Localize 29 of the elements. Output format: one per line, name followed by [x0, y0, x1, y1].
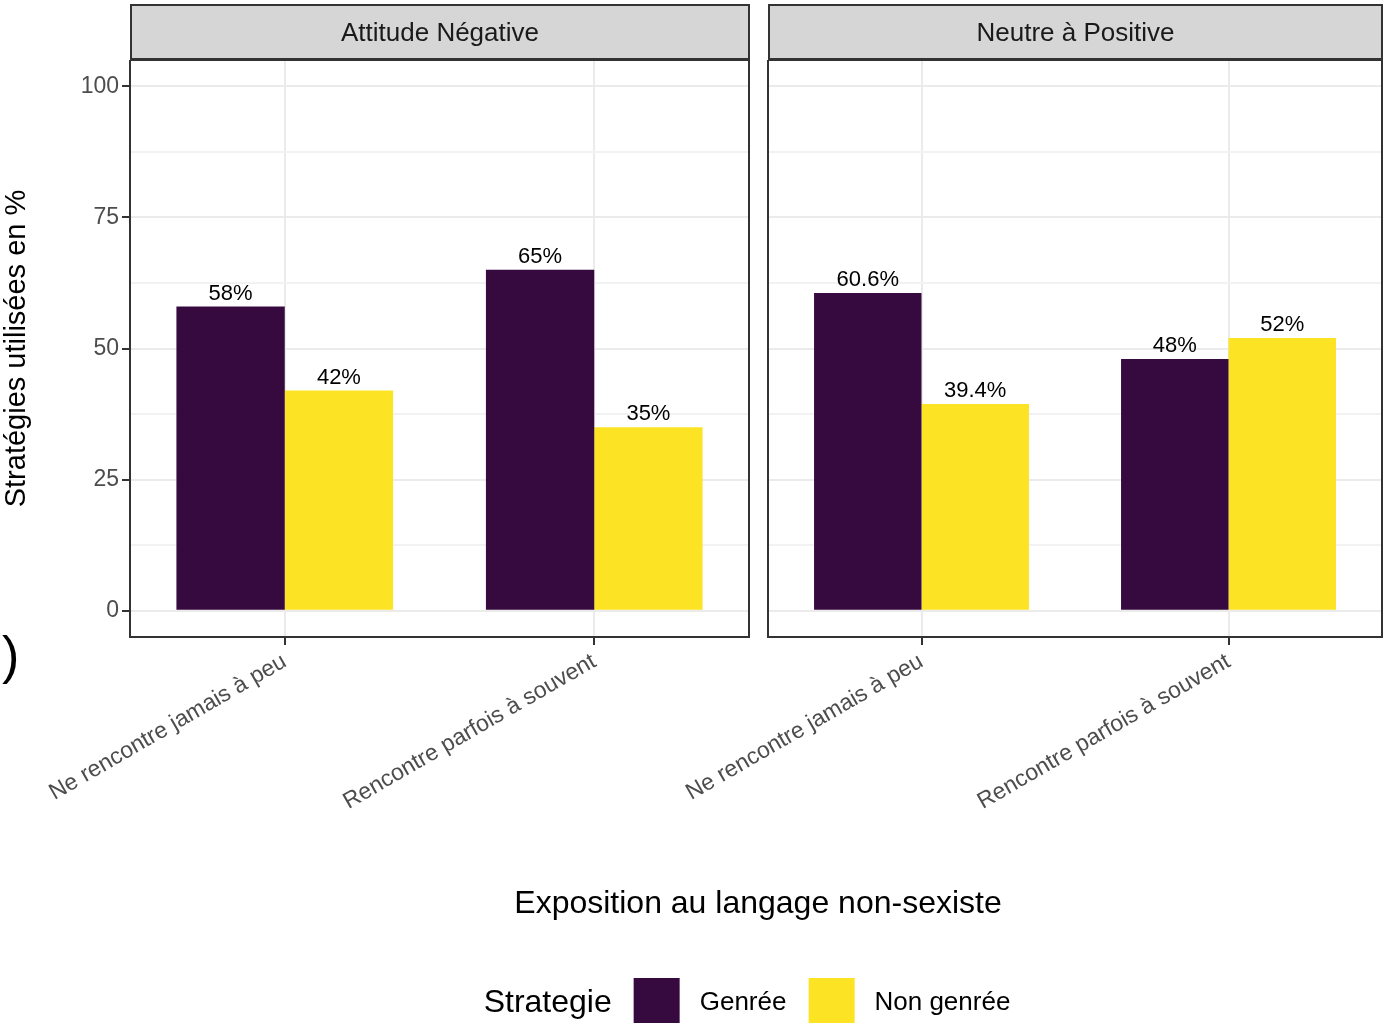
bar	[921, 404, 1029, 610]
y-axis-title: Stratégies utilisées en %	[0, 189, 32, 508]
x-axis-title: Exposition au langage non-sexiste	[514, 884, 1002, 921]
data-label: 39.4%	[944, 377, 1007, 403]
y-tick-label: 100	[80, 71, 119, 98]
chart-title: Attitude Négative	[130, 4, 750, 60]
data-label: 65%	[518, 242, 563, 268]
y-tick-label: 75	[93, 202, 119, 229]
text: )	[2, 625, 20, 685]
legend-title: Strategie	[483, 982, 612, 1020]
bar	[814, 292, 922, 610]
bar	[284, 390, 394, 610]
data-label: 48%	[1152, 332, 1197, 358]
legend-label: Non genrée	[874, 985, 1011, 1017]
bar	[594, 427, 703, 610]
y-tick-label: 0	[106, 596, 119, 623]
bar	[1228, 338, 1336, 610]
bar	[176, 306, 285, 610]
data-label: 52%	[1260, 311, 1305, 337]
bar	[1121, 358, 1229, 610]
data-label: 58%	[208, 279, 253, 305]
y-tick-label: 25	[93, 464, 119, 491]
bar	[485, 269, 595, 610]
data-label: 42%	[316, 363, 361, 389]
chart-title: Neutre à Positive	[768, 4, 1383, 60]
legend-label: Genrée	[699, 985, 787, 1017]
data-label: 35%	[626, 400, 671, 426]
data-label: 60.6%	[836, 265, 899, 291]
y-tick-label: 50	[93, 333, 119, 360]
